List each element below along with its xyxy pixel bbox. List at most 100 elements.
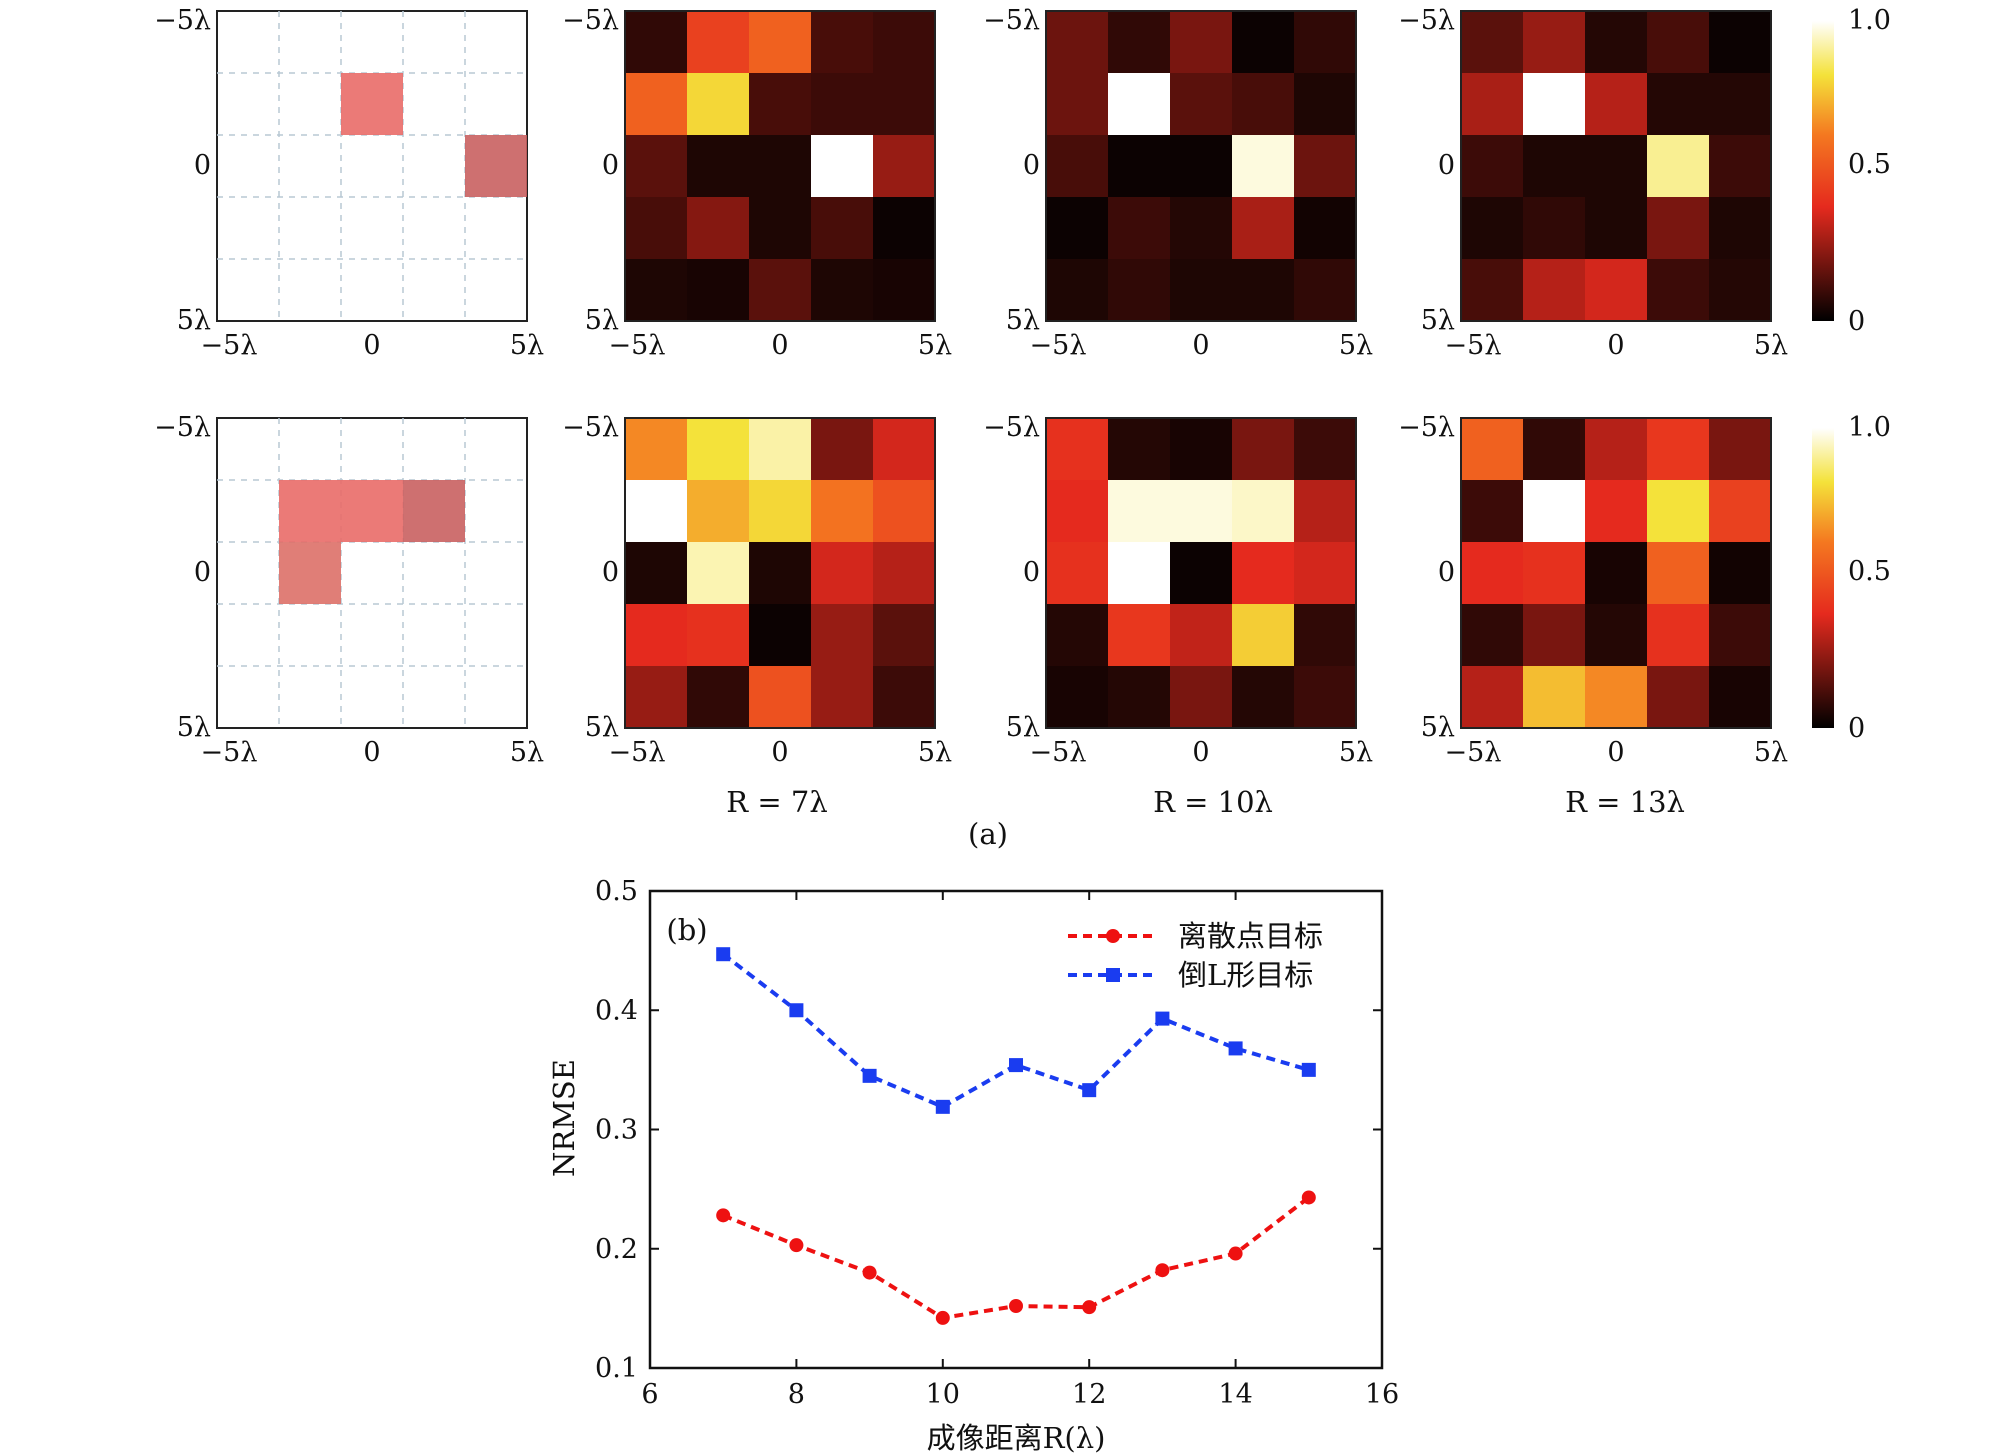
colorbar-gradient — [1812, 21, 1834, 321]
heatmap-cell — [1232, 604, 1295, 667]
heatmap-cell — [811, 542, 874, 605]
y-tick-label: 5λ — [1006, 712, 1040, 743]
target-cell — [403, 480, 465, 542]
panel-b-label: (b) — [666, 913, 707, 947]
target-cell — [465, 135, 527, 197]
heatmap-cell — [1170, 73, 1233, 136]
colorbar-tick: 0 — [1848, 713, 1865, 744]
heatmap-cell — [1709, 604, 1772, 667]
heatmap-cell — [625, 11, 688, 74]
x-tick-label: −5λ — [1445, 330, 1502, 361]
heatmap-cell — [1046, 135, 1109, 198]
heatmap-cell — [1046, 604, 1109, 667]
heatmap-cell — [1585, 259, 1648, 322]
heatmap-cell — [1170, 604, 1233, 667]
heatmap-cell — [1585, 666, 1648, 729]
heatmap-cell — [1647, 197, 1710, 260]
heatmap-cell — [1170, 542, 1233, 605]
heatmap-frame — [1460, 417, 1772, 729]
heatmap-cell — [873, 135, 936, 198]
heatmap-cell — [1647, 418, 1710, 481]
data-point — [716, 1208, 731, 1223]
heatmap-cell — [625, 542, 688, 605]
legend-label-discrete: 离散点目标 — [1178, 919, 1323, 953]
heatmap-frame — [1045, 417, 1357, 729]
heatmap-cell — [811, 259, 874, 322]
x-tick-label: 6 — [641, 1379, 658, 1410]
x-tick-label: 0 — [1192, 330, 1209, 361]
heatmap-cell — [687, 135, 750, 198]
heatmap-cell — [1647, 480, 1710, 543]
heatmap-cell — [1170, 11, 1233, 74]
heatmap-cell — [1709, 73, 1772, 136]
heatmap-cell — [1523, 604, 1586, 667]
heatmap-cell — [1232, 480, 1295, 543]
colorbar-1: 1.0 0.5 0 — [1812, 5, 1891, 337]
heatmap-cell — [1647, 135, 1710, 198]
column-label-R7: R = 7λ — [726, 785, 827, 819]
x-tick-label: 0 — [771, 737, 788, 768]
heatmap-cell — [811, 11, 874, 74]
x-tick-label: 5λ — [1339, 330, 1373, 361]
heatmap-cell — [1647, 11, 1710, 74]
y-tick-label: −5λ — [983, 412, 1040, 443]
legend-label-l-shape: 倒L形目标 — [1178, 958, 1313, 992]
heatmap-cell — [625, 480, 688, 543]
heatmap-cell — [1232, 542, 1295, 605]
data-point — [935, 1099, 950, 1114]
heatmap-cell — [749, 197, 812, 260]
heatmap-frame — [624, 417, 936, 729]
data-point — [1155, 1263, 1170, 1278]
x-tick-label: 8 — [788, 1379, 805, 1410]
heatmap-cell — [1108, 197, 1171, 260]
y-tick-label: 5λ — [1421, 712, 1455, 743]
y-tick-label: 5λ — [177, 305, 211, 336]
heatmap-cell — [1232, 666, 1295, 729]
column-label-R10: R = 10λ — [1153, 785, 1273, 819]
heatmap-cell — [749, 418, 812, 481]
x-tick-label: −5λ — [1030, 330, 1087, 361]
heatmap-cell — [1523, 197, 1586, 260]
heatmap-cell — [1523, 259, 1586, 322]
y-tick-label: 5λ — [1006, 305, 1040, 336]
heatmap-cell — [687, 11, 750, 74]
x-tick-label: −5λ — [609, 330, 666, 361]
heatmap-cell — [811, 197, 874, 260]
heatmap-cell — [1461, 73, 1524, 136]
x-tick-label: −5λ — [1030, 737, 1087, 768]
heatmap-cell — [1294, 418, 1357, 481]
heatmap-cell — [1709, 418, 1772, 481]
y-tick-label: −5λ — [562, 412, 619, 443]
x-tick-label: 12 — [1072, 1379, 1106, 1410]
colorbar-tick: 0.5 — [1848, 149, 1891, 180]
heatmap-cell — [1232, 11, 1295, 74]
y-tick-label: −5λ — [983, 5, 1040, 36]
heatmap-cell — [1108, 480, 1171, 543]
heatmap-cell — [1170, 418, 1233, 481]
data-point — [1228, 1041, 1243, 1056]
heatmap-cell — [625, 197, 688, 260]
y-tick-label: −5λ — [154, 412, 211, 443]
heatmap-cell — [1046, 480, 1109, 543]
heatmap-cell — [1294, 11, 1357, 74]
x-tick-label: −5λ — [201, 330, 258, 361]
heatmap-cell — [1461, 666, 1524, 729]
x-tick-label: 16 — [1365, 1379, 1399, 1410]
heatmap-cell — [1709, 11, 1772, 74]
heatmap-cell — [1585, 197, 1648, 260]
heatmap-cell — [1232, 73, 1295, 136]
x-tick-label: 5λ — [918, 330, 952, 361]
heatmap-cell — [1294, 604, 1357, 667]
heatmap-cell — [749, 11, 812, 74]
heatmap-cell — [1647, 259, 1710, 322]
x-tick-label: 5λ — [918, 737, 952, 768]
y-axis-title: NRMSE — [547, 1059, 581, 1177]
column-label-R13: R = 13λ — [1565, 785, 1685, 819]
data-point — [1155, 1011, 1170, 1026]
heatmap-cell — [1046, 259, 1109, 322]
heatmap-cell — [1461, 11, 1524, 74]
data-point — [935, 1310, 950, 1325]
heatmap-cell — [625, 604, 688, 667]
